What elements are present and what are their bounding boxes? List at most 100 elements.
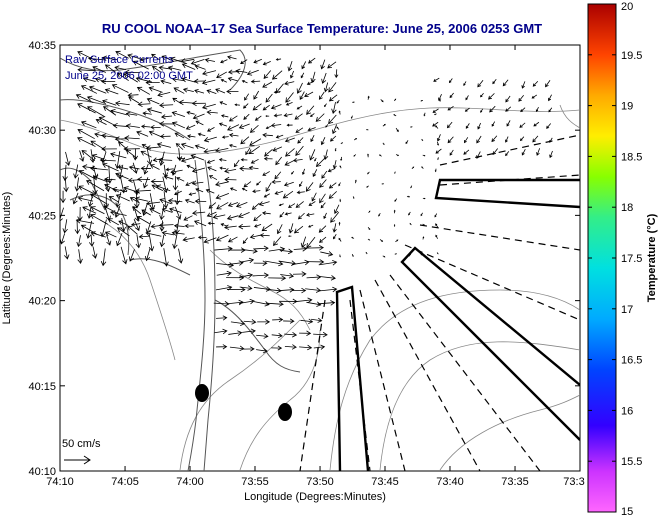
current-vector <box>258 201 270 207</box>
current-vector <box>171 164 177 176</box>
current-vector <box>117 141 129 151</box>
current-vector <box>226 299 244 306</box>
current-vector <box>394 253 398 255</box>
current-vector <box>278 203 284 207</box>
current-vector <box>182 236 195 243</box>
current-vector <box>312 169 318 178</box>
current-vector <box>265 260 284 267</box>
current-vector <box>272 236 282 246</box>
current-vector <box>229 133 239 138</box>
current-vector <box>521 148 526 156</box>
current-vector <box>77 196 94 202</box>
current-vector <box>287 235 292 238</box>
current-vector <box>505 151 510 157</box>
current-vector <box>180 58 195 64</box>
current-vector <box>216 315 228 321</box>
current-vector <box>142 177 149 189</box>
current-vector <box>249 124 259 133</box>
current-vector <box>268 275 287 281</box>
current-vector <box>367 238 371 241</box>
current-vector <box>408 211 411 216</box>
current-vector <box>293 246 308 252</box>
current-vector <box>293 225 304 234</box>
current-vector <box>263 193 270 198</box>
current-vector <box>150 178 163 185</box>
current-vector <box>256 333 269 339</box>
current-vector <box>320 251 334 257</box>
current-vector <box>92 176 98 195</box>
current-vector <box>163 248 169 267</box>
current-vector <box>394 98 397 102</box>
current-vector <box>378 213 381 217</box>
current-vector <box>283 318 295 324</box>
current-vector <box>242 237 248 244</box>
current-vector <box>207 221 215 225</box>
colorbar-ticks: 20 19.5 19 18.5 18 17.5 17 16.5 16 15.5 15 <box>588 1 642 518</box>
current-vector <box>321 170 328 179</box>
current-vector <box>432 108 439 113</box>
current-vector <box>393 114 397 117</box>
current-vector <box>334 147 337 152</box>
current-vector <box>273 90 281 94</box>
current-vector <box>282 190 294 199</box>
current-vector <box>243 181 252 188</box>
current-vector <box>366 185 369 188</box>
current-vector <box>100 248 107 267</box>
current-vector <box>116 233 123 247</box>
subtitle-line-1: Raw Surface Currents <box>65 54 174 66</box>
current-vector <box>184 198 195 204</box>
current-vector <box>146 97 160 105</box>
current-vector <box>162 164 169 178</box>
current-vector <box>308 224 314 228</box>
current-vector <box>315 113 325 122</box>
current-vector <box>253 90 260 100</box>
current-vector <box>449 149 454 156</box>
current-vector <box>437 141 440 146</box>
current-vector <box>243 103 249 109</box>
current-vector <box>224 224 237 230</box>
current-vector <box>244 93 250 101</box>
current-vector <box>310 317 323 323</box>
current-vector <box>139 57 149 62</box>
colorbar-tick-label: 16.5 <box>621 355 642 367</box>
current-vector <box>434 213 438 218</box>
map-layers <box>60 49 580 471</box>
current-vector <box>193 78 205 84</box>
current-vector <box>95 118 107 125</box>
current-vector <box>549 150 553 159</box>
current-vector <box>329 135 337 142</box>
current-vector <box>318 300 336 306</box>
current-vector <box>265 287 282 294</box>
current-vector <box>103 193 110 209</box>
y-tick-label: 40:35 <box>28 40 56 52</box>
colorbar-tick-label: 15 <box>621 506 633 518</box>
current-vector <box>115 192 122 208</box>
current-vector <box>463 149 470 155</box>
current-vector <box>74 177 80 192</box>
current-vector <box>233 159 240 168</box>
current-vector <box>252 189 261 194</box>
current-vector <box>216 270 232 277</box>
current-vector <box>120 177 126 194</box>
current-vector <box>324 103 327 108</box>
current-vector <box>531 94 538 99</box>
current-vector <box>327 61 337 69</box>
dashed-beam-lines <box>299 134 580 471</box>
current-vector <box>221 135 229 139</box>
current-vector <box>334 69 339 79</box>
current-vector <box>265 93 273 103</box>
current-vector <box>304 91 314 98</box>
current-vector <box>336 126 340 130</box>
current-vector <box>226 286 246 293</box>
current-vector <box>149 193 156 211</box>
current-vector <box>124 135 140 141</box>
current-vector <box>142 203 148 216</box>
plot-area <box>59 44 581 472</box>
current-vector <box>320 59 326 70</box>
current-vector <box>295 201 304 208</box>
current-vector <box>82 76 96 83</box>
current-vector <box>178 99 194 106</box>
current-vector <box>86 220 93 239</box>
current-vector <box>104 231 117 238</box>
current-vector <box>263 156 273 161</box>
